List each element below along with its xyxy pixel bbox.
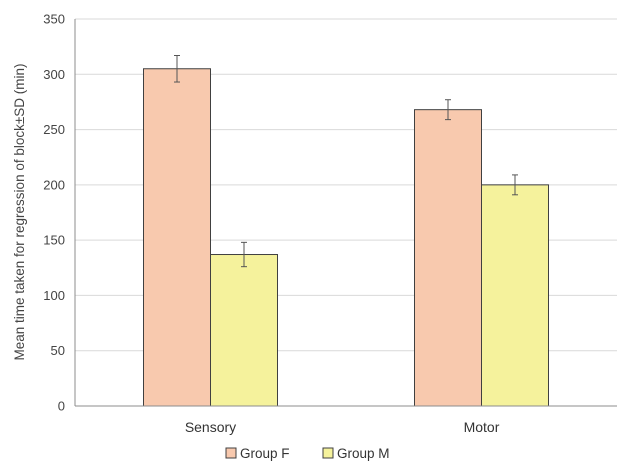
y-tick-label: 250 bbox=[43, 122, 65, 137]
bar-group-f-motor bbox=[414, 109, 482, 407]
category-label-sensory: Sensory bbox=[185, 419, 236, 435]
y-axis-label: Mean time taken for regression of block±… bbox=[12, 63, 27, 360]
legend-label: Group F bbox=[240, 446, 290, 461]
y-tick-label: 100 bbox=[43, 288, 65, 303]
y-tick-label: 350 bbox=[43, 12, 65, 27]
legend-swatch bbox=[225, 447, 237, 459]
bars bbox=[143, 68, 549, 407]
legend: Group F Group M bbox=[225, 446, 390, 461]
y-tick-label: 200 bbox=[43, 177, 65, 192]
legend-swatch bbox=[322, 447, 334, 459]
y-tick-label: 0 bbox=[58, 399, 65, 414]
category-labels: Sensory Motor bbox=[185, 419, 500, 435]
category-label-motor: Motor bbox=[464, 419, 500, 435]
y-tick-label: 50 bbox=[51, 343, 65, 358]
bar-group-m-sensory bbox=[210, 254, 278, 407]
y-tick-labels: 0 50 100 150 200 250 300 350 bbox=[43, 12, 65, 414]
y-tick-label: 150 bbox=[43, 233, 65, 248]
legend-label: Group M bbox=[337, 446, 390, 461]
error-bars bbox=[174, 54, 518, 268]
y-tick-label: 300 bbox=[43, 67, 65, 82]
bar-group-m-motor bbox=[481, 184, 549, 407]
bar-group-f-sensory bbox=[143, 68, 211, 407]
axes bbox=[74, 19, 617, 407]
